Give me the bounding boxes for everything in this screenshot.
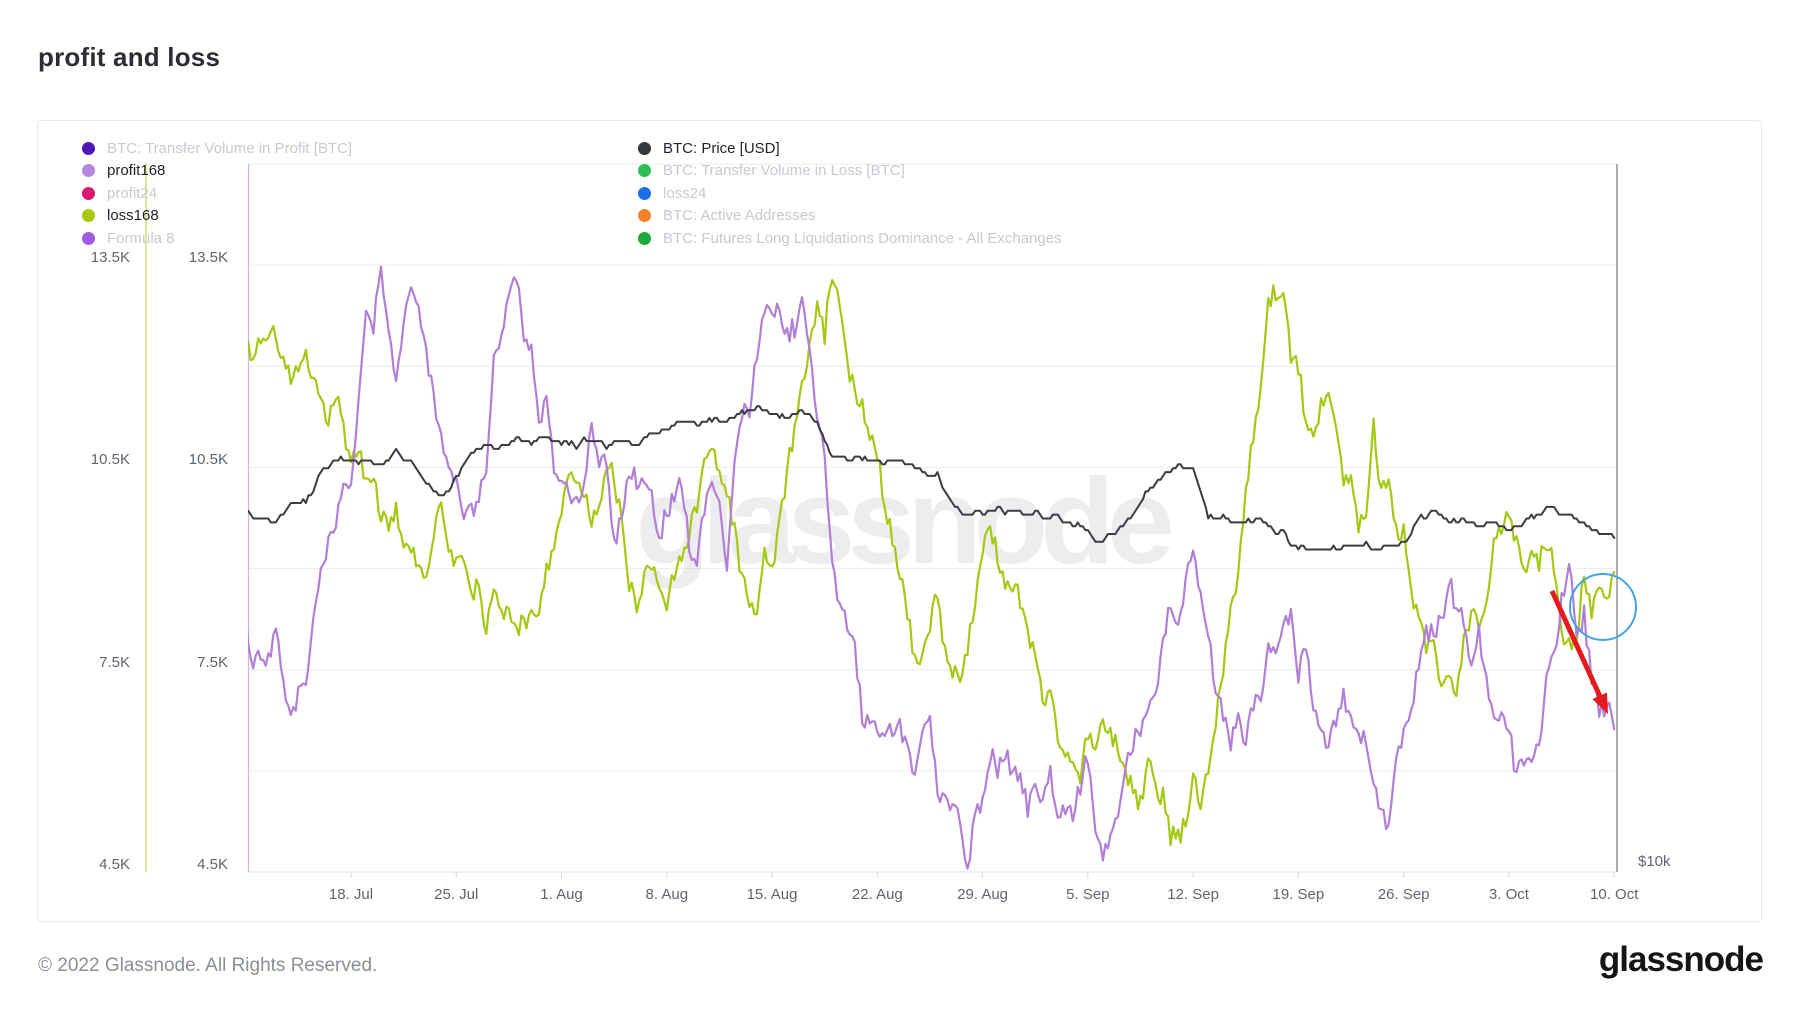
legend-item-label: profit168 <box>107 162 166 180</box>
blue-circle-annotation <box>1569 573 1637 641</box>
glassnode-logo[interactable]: glassnode <box>1598 940 1764 979</box>
legend-item-right-4[interactable]: BTC: Futures Long Liquidations Dominance… <box>638 227 1062 250</box>
y-axis-label: 7.5K <box>197 653 228 671</box>
red-arrow-annotation <box>1549 589 1604 701</box>
chart-card <box>37 120 1762 922</box>
series-dot-icon <box>82 209 95 223</box>
legend-item-left-1[interactable]: profit168 <box>82 160 352 183</box>
loss168-line <box>248 279 1616 847</box>
series-dot-icon <box>638 186 651 200</box>
x-axis-label: 22. Aug <box>851 886 903 903</box>
price-axis-label: $10k <box>1638 853 1671 870</box>
y-axis-label: 13.5K <box>188 249 228 267</box>
series-dot-icon <box>82 141 95 155</box>
y-axis-label: 10.5K <box>90 451 130 469</box>
x-axis-label: 29. Aug <box>957 886 1009 903</box>
y-axis-label: 7.5K <box>99 653 130 671</box>
legend-item-left-2[interactable]: profit24 <box>82 182 352 205</box>
x-axis-label: 5. Sep <box>1066 886 1110 903</box>
x-axis-label: 1. Aug <box>540 886 583 903</box>
legend-item-label: Formula 8 <box>107 229 175 247</box>
x-axis-label: 18. Jul <box>328 886 374 903</box>
x-axis-label: 3. Oct <box>1488 886 1529 903</box>
legend-item-right-2[interactable]: loss24 <box>638 182 1062 205</box>
legend-item-label: loss24 <box>663 184 707 202</box>
series-dot-icon <box>638 209 651 223</box>
series-dot-icon <box>638 141 651 155</box>
legend-column-left: BTC: Transfer Volume in Profit [BTC] prof… <box>82 137 352 250</box>
x-axis-label: 25. Jul <box>434 886 479 903</box>
y-axis-label: 4.5K <box>99 856 130 873</box>
y-axis-label: 4.5K <box>197 856 228 873</box>
legend-item-label: BTC: Futures Long Liquidations Dominance… <box>663 229 1062 247</box>
series-dot-icon <box>638 164 651 178</box>
series-dot-icon <box>82 186 95 200</box>
x-axis-label: 8. Aug <box>645 886 689 903</box>
legend-item-right-1[interactable]: BTC: Transfer Volume in Loss [BTC] <box>638 160 1062 183</box>
x-axis-label: 10. Oct <box>1590 886 1639 903</box>
legend-column-right: BTC: Price [USD] BTC: Transfer Volume in … <box>638 137 1062 250</box>
legend-item-label: BTC: Transfer Volume in Profit [BTC] <box>107 139 353 157</box>
legend-item-label: BTC: Active Addresses <box>663 207 816 225</box>
series-dot-icon <box>638 231 651 245</box>
page-title: profit and loss <box>38 42 221 72</box>
profit168-line <box>248 265 1616 870</box>
legend-item-left-4[interactable]: Formula 8 <box>82 227 352 250</box>
series-dot-icon <box>82 231 95 245</box>
legend-item-left-3[interactable]: loss168 <box>82 205 352 228</box>
legend-item-label: BTC: Transfer Volume in Loss [BTC] <box>663 162 905 180</box>
legend-item-left-0[interactable]: BTC: Transfer Volume in Profit [BTC] <box>82 137 352 160</box>
red-arrowhead-icon <box>1592 692 1608 714</box>
x-axis-label: 12. Sep <box>1167 886 1219 903</box>
glassnode-watermark: glassnode <box>635 453 1171 589</box>
x-axis-label: 15. Aug <box>746 886 798 903</box>
legend-item-right-0[interactable]: BTC: Price [USD] <box>638 137 1062 160</box>
legend-item-label: BTC: Price [USD] <box>663 139 780 157</box>
legend-item-label: profit24 <box>107 184 158 202</box>
x-axis-label: 19. Sep <box>1272 886 1325 903</box>
x-axis-label: 26. Sep <box>1377 886 1430 903</box>
btc-price-line <box>248 405 1616 551</box>
series-dot-icon <box>82 164 95 178</box>
y-axis-label: 10.5K <box>188 451 228 469</box>
legend-item-right-3[interactable]: BTC: Active Addresses <box>638 205 1062 228</box>
y-axis-label: 13.5K <box>90 249 130 267</box>
legend-item-label: loss168 <box>107 207 159 225</box>
footer-copyright: © 2022 Glassnode. All Rights Reserved. <box>38 955 378 976</box>
